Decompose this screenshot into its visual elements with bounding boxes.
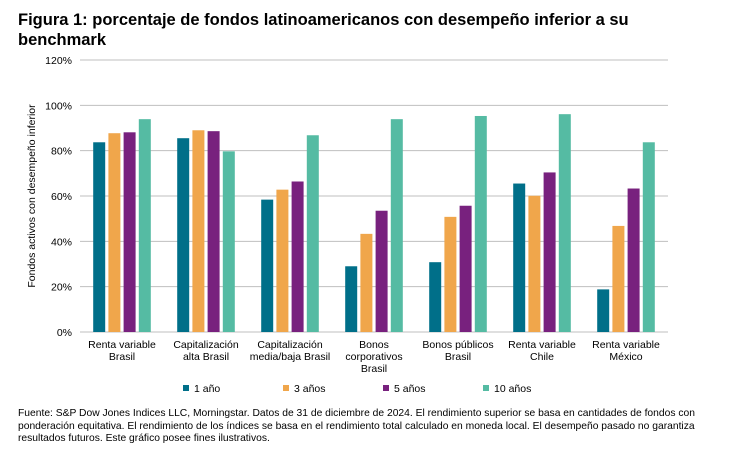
bar-2-4 [360,233,373,332]
bar-1-6 [513,183,526,332]
bar-2-6 [528,195,541,332]
y-tick-label: 60% [51,191,72,203]
bar-3-6 [543,172,556,332]
y-tick-label: 100% [45,100,72,112]
bar-2-2 [192,130,205,332]
bar-1-3 [261,199,274,332]
x-tick-label: Renta variable [592,339,660,351]
x-tick-label: corporativos [345,351,402,363]
legend-swatch [483,385,489,391]
bar-4-5 [474,115,487,332]
bar-3-5 [459,205,472,332]
x-tick-label: México [609,351,642,363]
bar-2-1 [108,133,121,332]
bar-3-3 [291,181,304,332]
x-tick-label: Brasil [445,351,471,363]
legend-swatch [283,385,289,391]
bar-1-1 [93,142,106,332]
bar-4-6 [558,114,571,332]
x-tick-label: Chile [530,351,554,363]
y-tick-label: 120% [45,55,72,67]
y-tick-label: 0% [57,327,72,339]
legend-swatch [183,385,189,391]
source-note: Fuente: S&P Dow Jones Indices LLC, Morni… [18,408,695,444]
y-tick-label: 20% [51,282,72,294]
bar-3-4 [375,210,388,332]
legend-swatch [383,385,389,391]
bar-3-2 [207,131,220,332]
bar-2-7 [612,225,625,332]
x-tick-label: Brasil [361,363,387,375]
bar-1-4 [345,266,358,332]
bar-4-7 [642,142,655,332]
x-tick-label: Renta variable [88,339,156,351]
x-tick-label: Bonos [359,339,389,351]
y-axis-label: Fondos activos con desempeño inferior [26,104,38,288]
bar-3-1 [123,132,136,332]
x-tick-label: Capitalización [257,339,323,351]
bar-4-1 [138,119,151,332]
x-tick-label: media/baja Brasil [250,351,331,363]
x-tick-label: Capitalización [173,339,239,351]
legend-label: 3 años [294,383,326,395]
bar-1-5 [429,262,442,332]
legend-label: 5 años [394,383,426,395]
y-tick-label: 40% [51,236,72,248]
x-tick-label: Brasil [109,351,135,363]
x-tick-label: Bonos públicos [422,339,493,351]
chart-title: Figura 1: porcentaje de fondos latinoame… [18,11,629,49]
bar-1-7 [597,289,610,332]
x-tick-label: alta Brasil [183,351,229,363]
bar-1-2 [177,138,190,332]
legend-label: 1 año [194,383,220,395]
legend-label: 10 años [494,383,531,395]
bar-4-4 [390,119,403,332]
bar-2-5 [444,216,457,332]
bar-4-2 [222,151,235,332]
bar-3-7 [627,188,640,332]
x-tick-label: Renta variable [508,339,576,351]
y-tick-label: 80% [51,146,72,158]
bar-2-3 [276,189,289,332]
bar-4-3 [306,135,319,332]
